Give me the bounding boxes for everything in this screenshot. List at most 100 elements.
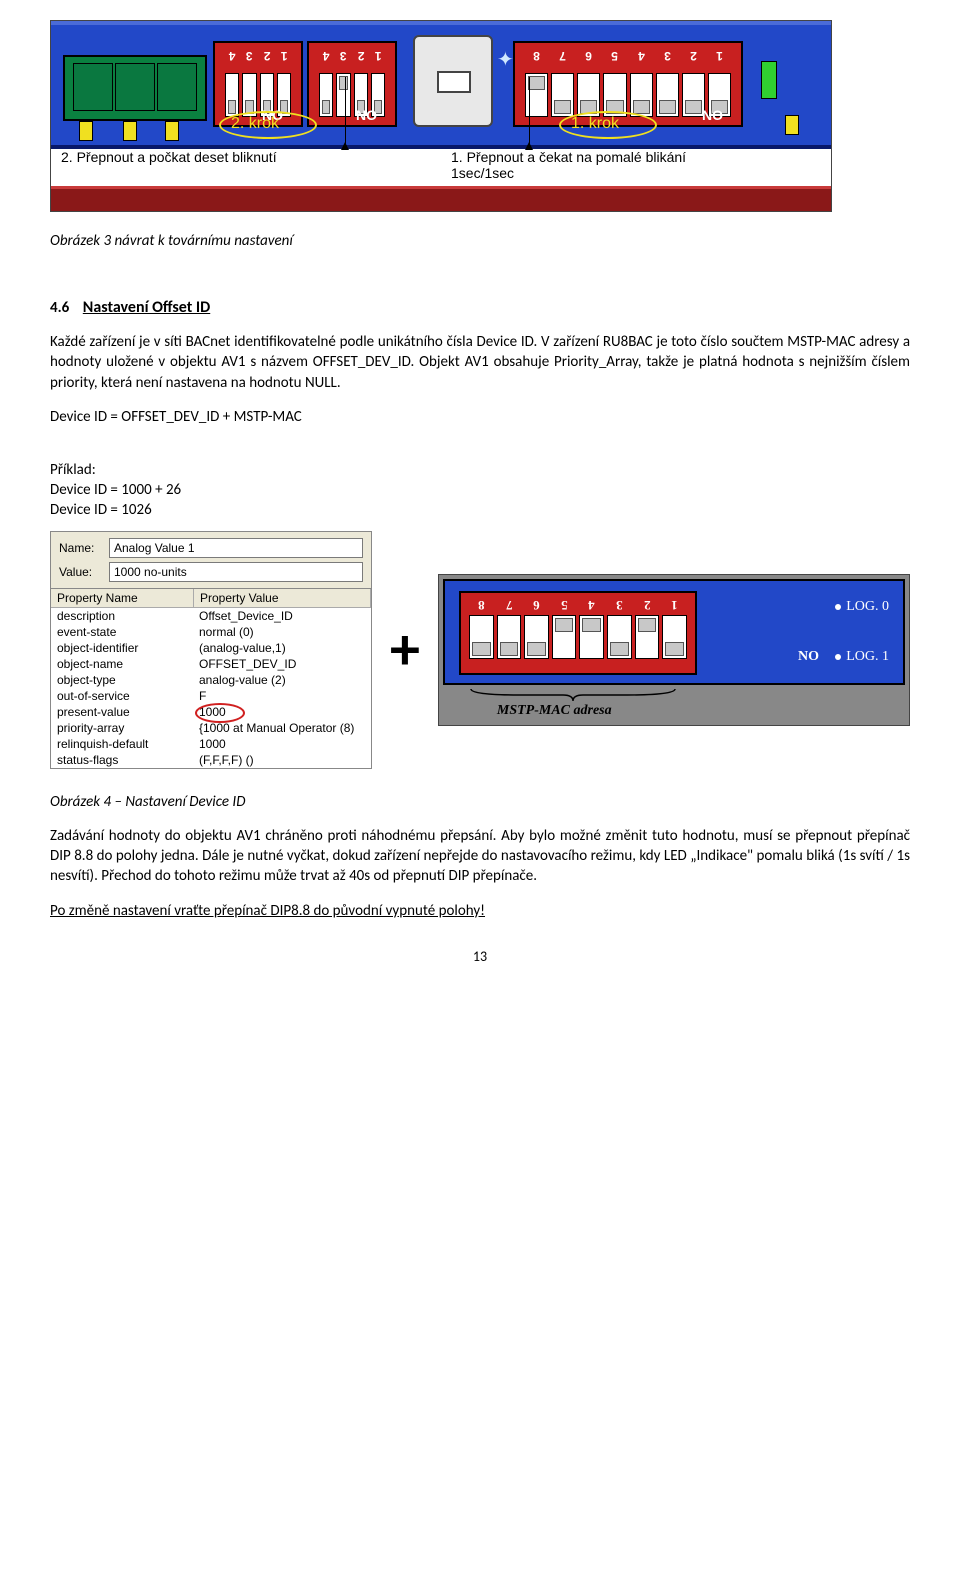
cell-prop-name: object-type bbox=[51, 672, 193, 688]
no-label: NO bbox=[702, 107, 723, 123]
cell-prop-value: analog-value (2) bbox=[193, 672, 371, 688]
value-field[interactable]: 1000 no-units bbox=[109, 562, 363, 582]
dip-switch bbox=[319, 73, 333, 117]
dip-switch bbox=[662, 615, 687, 659]
cell-prop-value: 1000 bbox=[193, 736, 371, 752]
paragraph-1: Každé zařízení je v síti BACnet identifi… bbox=[50, 332, 910, 393]
cell-prop-value: {1000 at Manual Operator (8) bbox=[193, 720, 371, 736]
log0-label: LOG. 0 bbox=[833, 599, 889, 615]
name-label: Name: bbox=[59, 541, 103, 555]
table-row[interactable]: relinquish-default1000 bbox=[51, 736, 371, 752]
board-figure-1: 1234 NO 1234 NO 2. krok 12345678 NO ✦ 1.… bbox=[50, 20, 832, 212]
section-title: Nastavení Offset ID bbox=[83, 298, 210, 317]
dip-number: 2 bbox=[635, 597, 660, 613]
example-label: Příklad: bbox=[50, 461, 910, 479]
value-label: Value: bbox=[59, 565, 103, 579]
table-row[interactable]: status-flags(F,F,F,F) () bbox=[51, 752, 371, 768]
sparkle-icon: ✦ bbox=[497, 47, 514, 72]
dip-number: 8 bbox=[469, 597, 494, 613]
table-row[interactable]: priority-array{1000 at Manual Operator (… bbox=[51, 720, 371, 736]
figure-4-row: Name: Analog Value 1 Value: 1000 no-unit… bbox=[50, 531, 910, 769]
name-field[interactable]: Analog Value 1 bbox=[109, 538, 363, 558]
dip-switch bbox=[497, 615, 522, 659]
dip-number: 2 bbox=[354, 49, 368, 63]
page-number: 13 bbox=[50, 948, 910, 965]
dip-number: 1 bbox=[277, 49, 291, 63]
dip-panel-2: 12345678 LOG. 0 NO LOG. 1 MSTP-MAC adr bbox=[438, 574, 910, 726]
cell-prop-name: object-identifier bbox=[51, 640, 193, 656]
usb-port bbox=[413, 35, 493, 127]
cell-prop-value: normal (0) bbox=[193, 624, 371, 640]
dip-number: 6 bbox=[524, 597, 549, 613]
dip-switch bbox=[225, 73, 239, 117]
fig4-caption: Obrázek 4 – Nastavení Device ID bbox=[50, 793, 910, 811]
dip-switch bbox=[630, 73, 653, 117]
board-caption-2: 2. Přepnout a počkat deset bliknutí bbox=[61, 149, 277, 165]
dip-number: 5 bbox=[552, 597, 577, 613]
dip-number: 7 bbox=[551, 49, 574, 63]
green-led bbox=[761, 61, 777, 99]
table-row[interactable]: out-of-serviceF bbox=[51, 688, 371, 704]
column-header-name: Property Name bbox=[51, 589, 194, 607]
table-row[interactable]: event-statenormal (0) bbox=[51, 624, 371, 640]
dip-number: 2 bbox=[260, 49, 274, 63]
krok-1-label: 1. krok bbox=[559, 111, 657, 139]
dip-number: 1 bbox=[371, 49, 385, 63]
cell-prop-name: description bbox=[51, 608, 193, 624]
cell-prop-value: (analog-value,1) bbox=[193, 640, 371, 656]
dip-number: 8 bbox=[525, 49, 548, 63]
arrow bbox=[345, 77, 346, 149]
cell-prop-value: (F,F,F,F) () bbox=[193, 752, 371, 768]
no-label: NO bbox=[798, 649, 819, 665]
caption-line: 1sec/1sec bbox=[451, 165, 514, 181]
table-row[interactable]: object-typeanalog-value (2) bbox=[51, 672, 371, 688]
yellow-led bbox=[123, 121, 137, 141]
dip-number: 4 bbox=[319, 49, 333, 63]
dip-number: 3 bbox=[336, 49, 350, 63]
dip-switch bbox=[635, 615, 660, 659]
caption-line: 1. Přepnout a čekat na pomalé blikání bbox=[451, 149, 686, 165]
cell-prop-value: 1000 bbox=[193, 704, 371, 720]
paragraph-2: Zadávání hodnoty do objektu AV1 chráněno… bbox=[50, 826, 910, 887]
table-row[interactable]: descriptionOffset_Device_ID bbox=[51, 608, 371, 624]
cell-prop-name: object-name bbox=[51, 656, 193, 672]
cell-prop-name: status-flags bbox=[51, 752, 193, 768]
dip-switch bbox=[551, 73, 574, 117]
cell-prop-value: Offset_Device_ID bbox=[193, 608, 371, 624]
example-line-1: Device ID = 1000 + 26 bbox=[50, 481, 910, 499]
cell-prop-name: event-state bbox=[51, 624, 193, 640]
example-line-2: Device ID = 1026 bbox=[50, 501, 910, 519]
dip-switch bbox=[469, 615, 494, 659]
paragraph-3: Po změně nastavení vraťte přepínač DIP8.… bbox=[50, 902, 910, 920]
cell-prop-name: relinquish-default bbox=[51, 736, 193, 752]
dip-switch bbox=[336, 73, 350, 117]
equation: Device ID = OFFSET_DEV_ID + MSTP-MAC bbox=[50, 408, 910, 426]
section-heading: 4.6 Nastavení Offset ID bbox=[50, 298, 910, 317]
no-label: NO bbox=[356, 107, 377, 123]
cell-prop-value: OFFSET_DEV_ID bbox=[193, 656, 371, 672]
table-row[interactable]: object-identifier(analog-value,1) bbox=[51, 640, 371, 656]
yellow-led bbox=[785, 115, 799, 135]
dip-number: 3 bbox=[242, 49, 256, 63]
dip-number: 4 bbox=[579, 597, 604, 613]
plus-sign: + bbox=[390, 620, 420, 680]
dip-number: 1 bbox=[662, 597, 687, 613]
dip-number: 3 bbox=[607, 597, 632, 613]
dip-number: 4 bbox=[630, 49, 653, 63]
brace-label: MSTP-MAC adresa bbox=[497, 703, 612, 719]
dip-number: 5 bbox=[603, 49, 626, 63]
dip-switch bbox=[656, 73, 679, 117]
dip-switch bbox=[552, 615, 577, 659]
dip-number: 6 bbox=[577, 49, 600, 63]
dip-number: 3 bbox=[656, 49, 679, 63]
dip-number: 4 bbox=[225, 49, 239, 63]
table-row[interactable]: present-value1000 bbox=[51, 704, 371, 720]
board-red-strip bbox=[51, 186, 831, 211]
cell-prop-value: F bbox=[193, 688, 371, 704]
table-row[interactable]: object-nameOFFSET_DEV_ID bbox=[51, 656, 371, 672]
fig3-caption: Obrázek 3 návrat k továrnímu nastavení bbox=[50, 232, 910, 250]
green-connector bbox=[63, 55, 207, 121]
cell-prop-name: present-value bbox=[51, 704, 193, 720]
cell-prop-name: priority-array bbox=[51, 720, 193, 736]
log1-label: LOG. 1 bbox=[833, 649, 889, 665]
